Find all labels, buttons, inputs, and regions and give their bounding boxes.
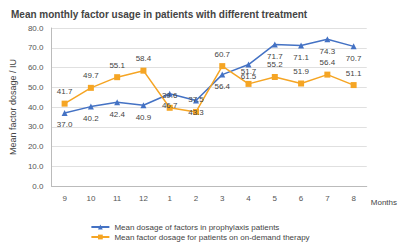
svg-text:9: 9 [62, 194, 67, 203]
svg-text:55.1: 55.1 [109, 61, 125, 70]
svg-text:49.7: 49.7 [83, 71, 99, 80]
svg-text:8: 8 [351, 194, 356, 203]
svg-text:Mean factor dosage / IU: Mean factor dosage / IU [8, 59, 18, 155]
svg-text:40.2: 40.2 [83, 114, 99, 123]
svg-text:10: 10 [86, 194, 95, 203]
svg-text:42.4: 42.4 [109, 110, 125, 119]
svg-text:51.7: 51.7 [241, 67, 257, 76]
svg-text:71.7: 71.7 [267, 51, 283, 61]
svg-text:7: 7 [325, 194, 330, 203]
svg-text:50.0: 50.0 [28, 83, 44, 92]
svg-text:11: 11 [113, 194, 122, 203]
svg-text:12: 12 [139, 194, 148, 203]
svg-text:40.0: 40.0 [28, 103, 44, 112]
svg-text:10.0: 10.0 [28, 162, 44, 171]
svg-text:3: 3 [220, 194, 225, 203]
svg-text:60.7: 60.7 [214, 50, 230, 59]
svg-text:43.3: 43.3 [188, 108, 204, 117]
svg-text:37.0: 37.0 [57, 120, 73, 129]
svg-text:56.4: 56.4 [214, 82, 230, 91]
svg-text:2: 2 [194, 194, 199, 203]
svg-text:6: 6 [299, 194, 304, 203]
svg-text:56.4: 56.4 [320, 58, 336, 67]
svg-text:20.0: 20.0 [28, 142, 44, 151]
svg-text:0.0: 0.0 [32, 182, 44, 191]
svg-text:39.6: 39.6 [162, 91, 178, 100]
svg-text:5: 5 [273, 194, 278, 203]
svg-text:Months: Months [371, 198, 397, 207]
svg-text:71.1: 71.1 [293, 53, 309, 62]
svg-text:55.2: 55.2 [267, 60, 283, 69]
svg-text:4: 4 [246, 194, 251, 203]
svg-text:30.0: 30.0 [28, 122, 44, 131]
svg-text:51.9: 51.9 [293, 67, 309, 76]
svg-text:37.5: 37.5 [188, 95, 204, 104]
svg-text:51.1: 51.1 [346, 69, 362, 78]
svg-text:1: 1 [167, 194, 172, 203]
svg-text:Mean dosage of factors in prop: Mean dosage of factors in prophylaxis pa… [114, 223, 279, 232]
svg-text:70.0: 70.0 [28, 43, 44, 52]
svg-text:74.3: 74.3 [320, 47, 336, 56]
svg-text:80.0: 80.0 [28, 24, 44, 33]
svg-text:41.7: 41.7 [57, 87, 73, 96]
svg-text:58.4: 58.4 [136, 54, 152, 63]
svg-text:61.5: 61.5 [240, 72, 257, 81]
svg-text:Mean factor dosage for patient: Mean factor dosage for patients on on-de… [114, 233, 309, 242]
svg-text:46.7: 46.7 [162, 101, 178, 110]
svg-text:70.7: 70.7 [346, 54, 362, 63]
svg-text:40.9: 40.9 [136, 113, 152, 122]
svg-text:60.0: 60.0 [28, 63, 44, 72]
svg-text:Mean monthly factor usage in p: Mean monthly factor usage in patients wi… [11, 9, 308, 20]
